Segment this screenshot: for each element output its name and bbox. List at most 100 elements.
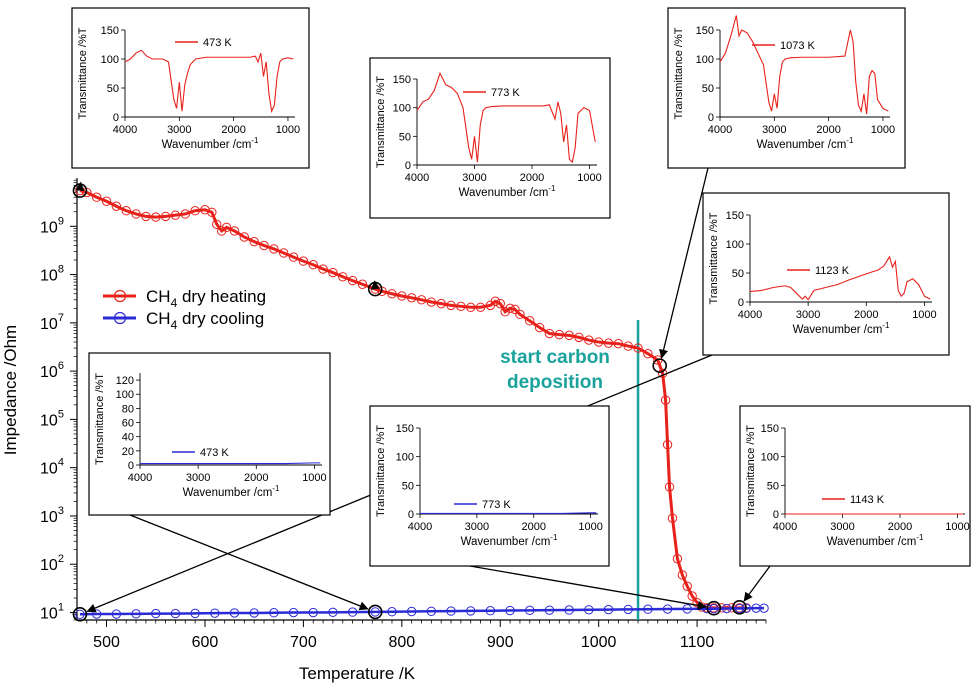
data-point — [426, 297, 437, 307]
inset-x-tick-label: 1000 — [945, 521, 969, 533]
highlight-circle — [706, 600, 722, 616]
data-point — [525, 316, 535, 326]
data-point — [308, 607, 318, 618]
data-point — [160, 211, 171, 222]
x-tick-label: 1100 — [680, 634, 715, 651]
inset-y-tick-label: 100 — [393, 103, 411, 115]
inset-x-tick-label: 1000 — [578, 521, 602, 533]
data-point — [406, 293, 417, 303]
data-point — [662, 604, 673, 614]
y-tick-label: 103 — [40, 505, 64, 526]
inset-x-tick-label: 1000 — [871, 124, 895, 136]
inset-y-tick-label: 50 — [732, 268, 744, 280]
legend-swatch-marker — [113, 311, 127, 325]
data-point — [91, 192, 102, 202]
inset-x-tick-label: 3000 — [762, 124, 786, 136]
highlight-circle — [72, 606, 88, 622]
data-point — [664, 482, 675, 492]
inset-y-tick-label: 20 — [122, 446, 134, 458]
inset-y-title: Transmittance /%T — [94, 373, 106, 465]
inset-y-title: Transmittance /%T — [673, 27, 685, 119]
y-tick-label: 105 — [40, 408, 64, 429]
inset-legend-label: 473 K — [200, 447, 229, 459]
x-tick-label: 800 — [388, 634, 415, 651]
inset-x-tick-label: 4000 — [128, 472, 152, 484]
inset-x-tick-label: 4000 — [708, 124, 732, 136]
inset-x-tick-label: 2000 — [244, 472, 268, 484]
data-point — [505, 605, 515, 616]
inset-frame — [739, 405, 971, 567]
legend-label: CH4 dry heating — [146, 287, 266, 310]
inset-legend-label: 1143 K — [850, 494, 885, 506]
data-point — [554, 329, 564, 340]
data-point — [387, 606, 397, 617]
inset-x-tick-label: 3000 — [462, 172, 486, 184]
y-tick-label: 102 — [40, 553, 64, 574]
data-point — [446, 606, 456, 616]
y-tick-label: 101 — [40, 602, 64, 623]
data-point — [584, 605, 594, 615]
data-point — [370, 607, 380, 617]
data-point — [141, 211, 151, 222]
inset-frame — [369, 57, 611, 219]
inset-y-tick-label: 40 — [122, 432, 134, 444]
inset-x-tick-label: 3000 — [830, 521, 854, 533]
inset-x-tick-label: 3000 — [796, 309, 820, 321]
inset-y-tick-label: 50 — [107, 83, 119, 95]
data-point — [229, 608, 240, 618]
axis-ticks: 500 600 700 800 900 1000 110010110210310410510… — [40, 179, 767, 651]
data-point — [121, 206, 131, 216]
inset-spectrum — [140, 462, 321, 465]
x-tick-label: 500 — [93, 634, 120, 651]
inset-legend-label: 1123 K — [815, 265, 850, 277]
x-tick-label: 600 — [192, 634, 219, 651]
series-line-cooling — [79, 606, 765, 616]
data-point — [466, 606, 476, 616]
inset-x-tick-label: 3000 — [186, 472, 210, 484]
inset-y-tick-label: 60 — [122, 418, 134, 430]
y-tick-label: 104 — [40, 457, 64, 478]
inset-x-tick-label: 2000 — [221, 124, 245, 136]
inset-arrow — [75, 181, 85, 192]
inset-arrow — [659, 167, 709, 359]
data-point — [584, 335, 594, 345]
data-point — [490, 296, 501, 306]
data-point — [406, 606, 417, 617]
data-point — [298, 256, 309, 266]
data-point — [239, 232, 250, 242]
data-point — [170, 210, 181, 220]
data-point — [338, 272, 348, 282]
inset-spectrum — [719, 15, 889, 115]
inset-y-tick-label: 150 — [726, 210, 744, 222]
data-point — [357, 279, 368, 289]
data-point — [623, 604, 633, 615]
data-point — [751, 603, 761, 613]
inset-y-title: Transmittance /%T — [708, 212, 720, 304]
inset-x-tick-label: 2000 — [521, 521, 545, 533]
inset-y-tick-label: 100 — [396, 452, 414, 464]
inset-y-tick-label: 100 — [116, 389, 134, 401]
data-point — [249, 236, 259, 247]
inset-x-tick-label: 4000 — [408, 521, 432, 533]
data-point — [269, 608, 279, 618]
inset-y-tick-label: 0 — [708, 112, 714, 124]
inset-legend-label: 1073 K — [780, 40, 816, 52]
data-point — [259, 240, 269, 251]
inset-x-tick-label: 2000 — [888, 521, 912, 533]
data-point — [734, 603, 745, 614]
inset-y-tick-label: 150 — [101, 25, 119, 37]
data-point — [101, 196, 112, 206]
inset-heat-1073: 0 50 100 150 4000 3000 2000 1000 Wavenumber /cm-… — [667, 7, 906, 169]
inset-y-tick-label: 50 — [702, 83, 714, 95]
series-line-heating — [79, 189, 747, 610]
inset-x-title: Wavenumber /cm-1 — [461, 533, 558, 548]
data-point — [212, 219, 222, 229]
inset-y-tick-label: 0 — [113, 112, 119, 124]
data-point — [436, 298, 446, 309]
data-point — [328, 607, 338, 618]
data-point — [613, 338, 624, 349]
data-point — [279, 248, 289, 258]
inset-cool-473: 0 20 40 60 80 100 120 4000 3000 2000 1000 Wavenumbe… — [88, 352, 331, 516]
data-point — [288, 252, 299, 262]
